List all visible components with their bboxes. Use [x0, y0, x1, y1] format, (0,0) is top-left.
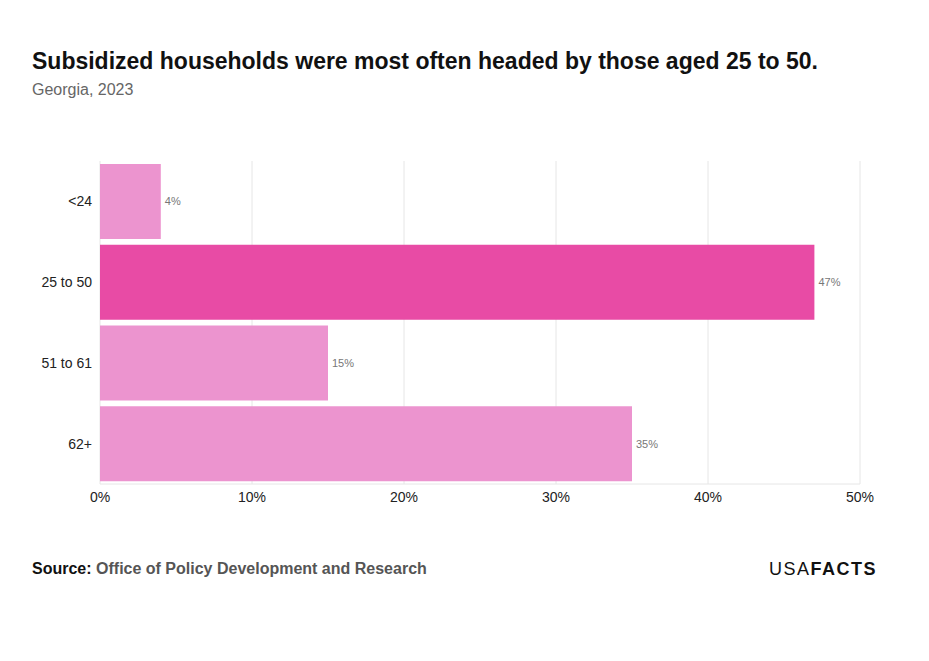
html-text:Source: Office of Policy Devel: Source: Office of Policy Development and…	[32, 560, 427, 577]
svg-text:15%: 15%	[332, 357, 354, 369]
svg-text:<24: <24	[68, 193, 92, 209]
svg-text:62+: 62+	[68, 436, 92, 452]
svg-text:40%: 40%	[694, 489, 722, 505]
svg-text:51 to 61: 51 to 61	[41, 355, 92, 371]
svg-text:47%: 47%	[818, 276, 840, 288]
svg-text:20%: 20%	[390, 489, 418, 505]
svg-text:30%: 30%	[542, 489, 570, 505]
svg-text:0%: 0%	[90, 489, 110, 505]
html-text:Subsidized households were mos: Subsidized households were most often he…	[32, 48, 818, 74]
svg-text:10%: 10%	[238, 489, 266, 505]
html-text:USA FACTS: USA FACTS	[769, 559, 877, 579]
html-text:Georgia, 2023: Georgia, 2023	[32, 81, 134, 98]
svg-text:25 to 50: 25 to 50	[41, 274, 92, 290]
svg-text:4%: 4%	[165, 195, 181, 207]
svg-text:35%: 35%	[636, 438, 658, 450]
svg-text:50%: 50%	[846, 489, 874, 505]
